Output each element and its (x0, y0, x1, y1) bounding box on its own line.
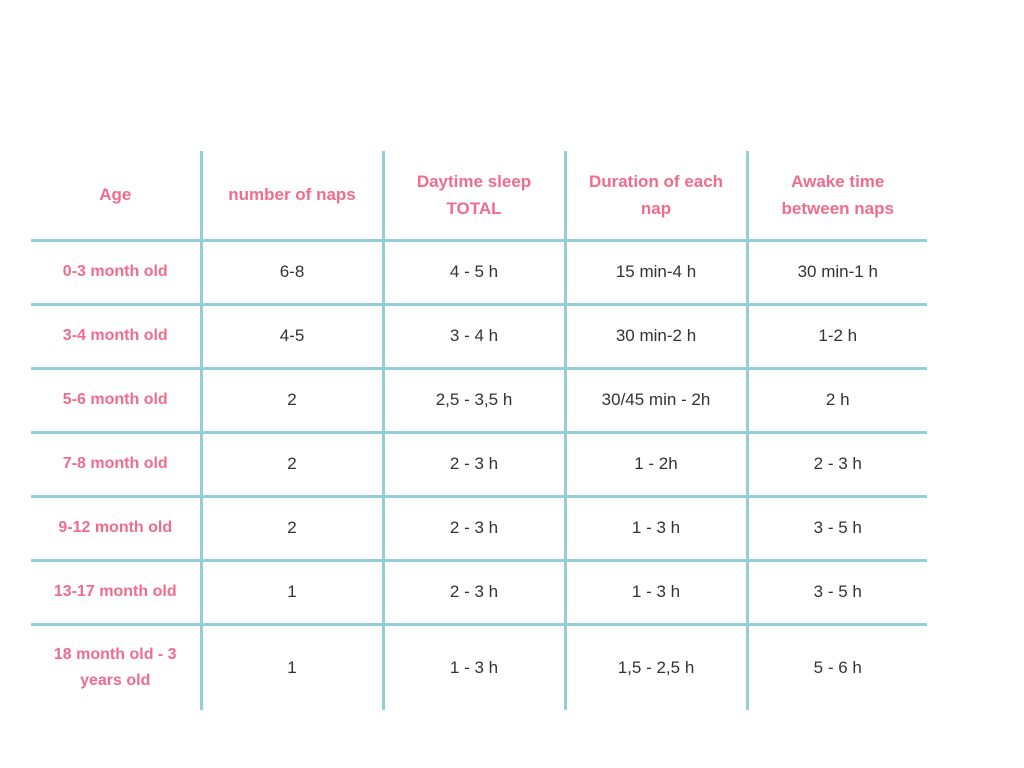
naps-cell: 1 (199, 624, 383, 710)
awake-time-cell: 1-2 h (745, 304, 927, 370)
naps-cell: 2 (199, 496, 383, 562)
age-cell: 9-12 month old (31, 496, 201, 562)
naps-cell: 2 (199, 368, 383, 434)
naps-cell: 4-5 (199, 304, 383, 370)
naps-cell: 1 (199, 560, 383, 626)
nap-duration-cell: 1 - 3 h (563, 560, 747, 626)
header-number-of-naps: number of naps (199, 151, 383, 242)
header-duration-of-each-nap: Duration of each nap (563, 151, 747, 242)
age-cell: 18 month old - 3 years old (53, 645, 177, 689)
age-cell: 5-6 month old (31, 368, 201, 434)
awake-time-cell: 2 - 3 h (745, 432, 927, 498)
table-row: 13-17 month old 1 2 - 3 h 1 - 3 h 3 - 5 … (31, 560, 927, 626)
nap-duration-cell: 1 - 2h (563, 432, 747, 498)
header-age: Age (31, 151, 201, 242)
nap-duration-cell: 15 min-4 h (563, 240, 747, 306)
naps-cell: 2 (199, 432, 383, 498)
age-cell: 0-3 month old (31, 240, 201, 306)
nap-schedule-table: Age number of naps Daytime sleep TOTAL D… (31, 151, 927, 710)
nap-duration-cell: 30/45 min - 2h (563, 368, 747, 434)
total-sleep-cell: 2 - 3 h (381, 496, 565, 562)
table-row: 3-4 month old 4-5 3 - 4 h 30 min-2 h 1-2… (31, 304, 927, 370)
awake-time-cell: 30 min-1 h (745, 240, 927, 306)
awake-time-cell: 5 - 6 h (745, 624, 927, 710)
total-sleep-cell: 1 - 3 h (381, 624, 565, 710)
nap-duration-cell: 30 min-2 h (563, 304, 747, 370)
total-sleep-cell: 2,5 - 3,5 h (381, 368, 565, 434)
table-row: 18 month old - 3 years old 1 1 - 3 h 1,5… (31, 624, 927, 710)
nap-duration-cell: 1 - 3 h (563, 496, 747, 562)
naps-cell: 6-8 (199, 240, 383, 306)
table-row: 7-8 month old 2 2 - 3 h 1 - 2h 2 - 3 h (31, 432, 927, 498)
age-cell: 7-8 month old (31, 432, 201, 498)
table-row: 9-12 month old 2 2 - 3 h 1 - 3 h 3 - 5 h (31, 496, 927, 562)
table-header-row: Age number of naps Daytime sleep TOTAL D… (31, 151, 927, 242)
total-sleep-cell: 3 - 4 h (381, 304, 565, 370)
header-awake-time-between-naps: Awake time between naps (745, 151, 927, 242)
awake-time-cell: 3 - 5 h (745, 560, 927, 626)
total-sleep-cell: 2 - 3 h (381, 560, 565, 626)
age-cell: 13-17 month old (31, 560, 201, 626)
awake-time-cell: 2 h (745, 368, 927, 434)
total-sleep-cell: 2 - 3 h (381, 432, 565, 498)
table-row: 5-6 month old 2 2,5 - 3,5 h 30/45 min - … (31, 368, 927, 434)
header-daytime-sleep-total: Daytime sleep TOTAL (381, 151, 565, 242)
table-row: 0-3 month old 6-8 4 - 5 h 15 min-4 h 30 … (31, 240, 927, 306)
age-cell: 3-4 month old (31, 304, 201, 370)
nap-duration-cell: 1,5 - 2,5 h (563, 624, 747, 710)
awake-time-cell: 3 - 5 h (745, 496, 927, 562)
total-sleep-cell: 4 - 5 h (381, 240, 565, 306)
